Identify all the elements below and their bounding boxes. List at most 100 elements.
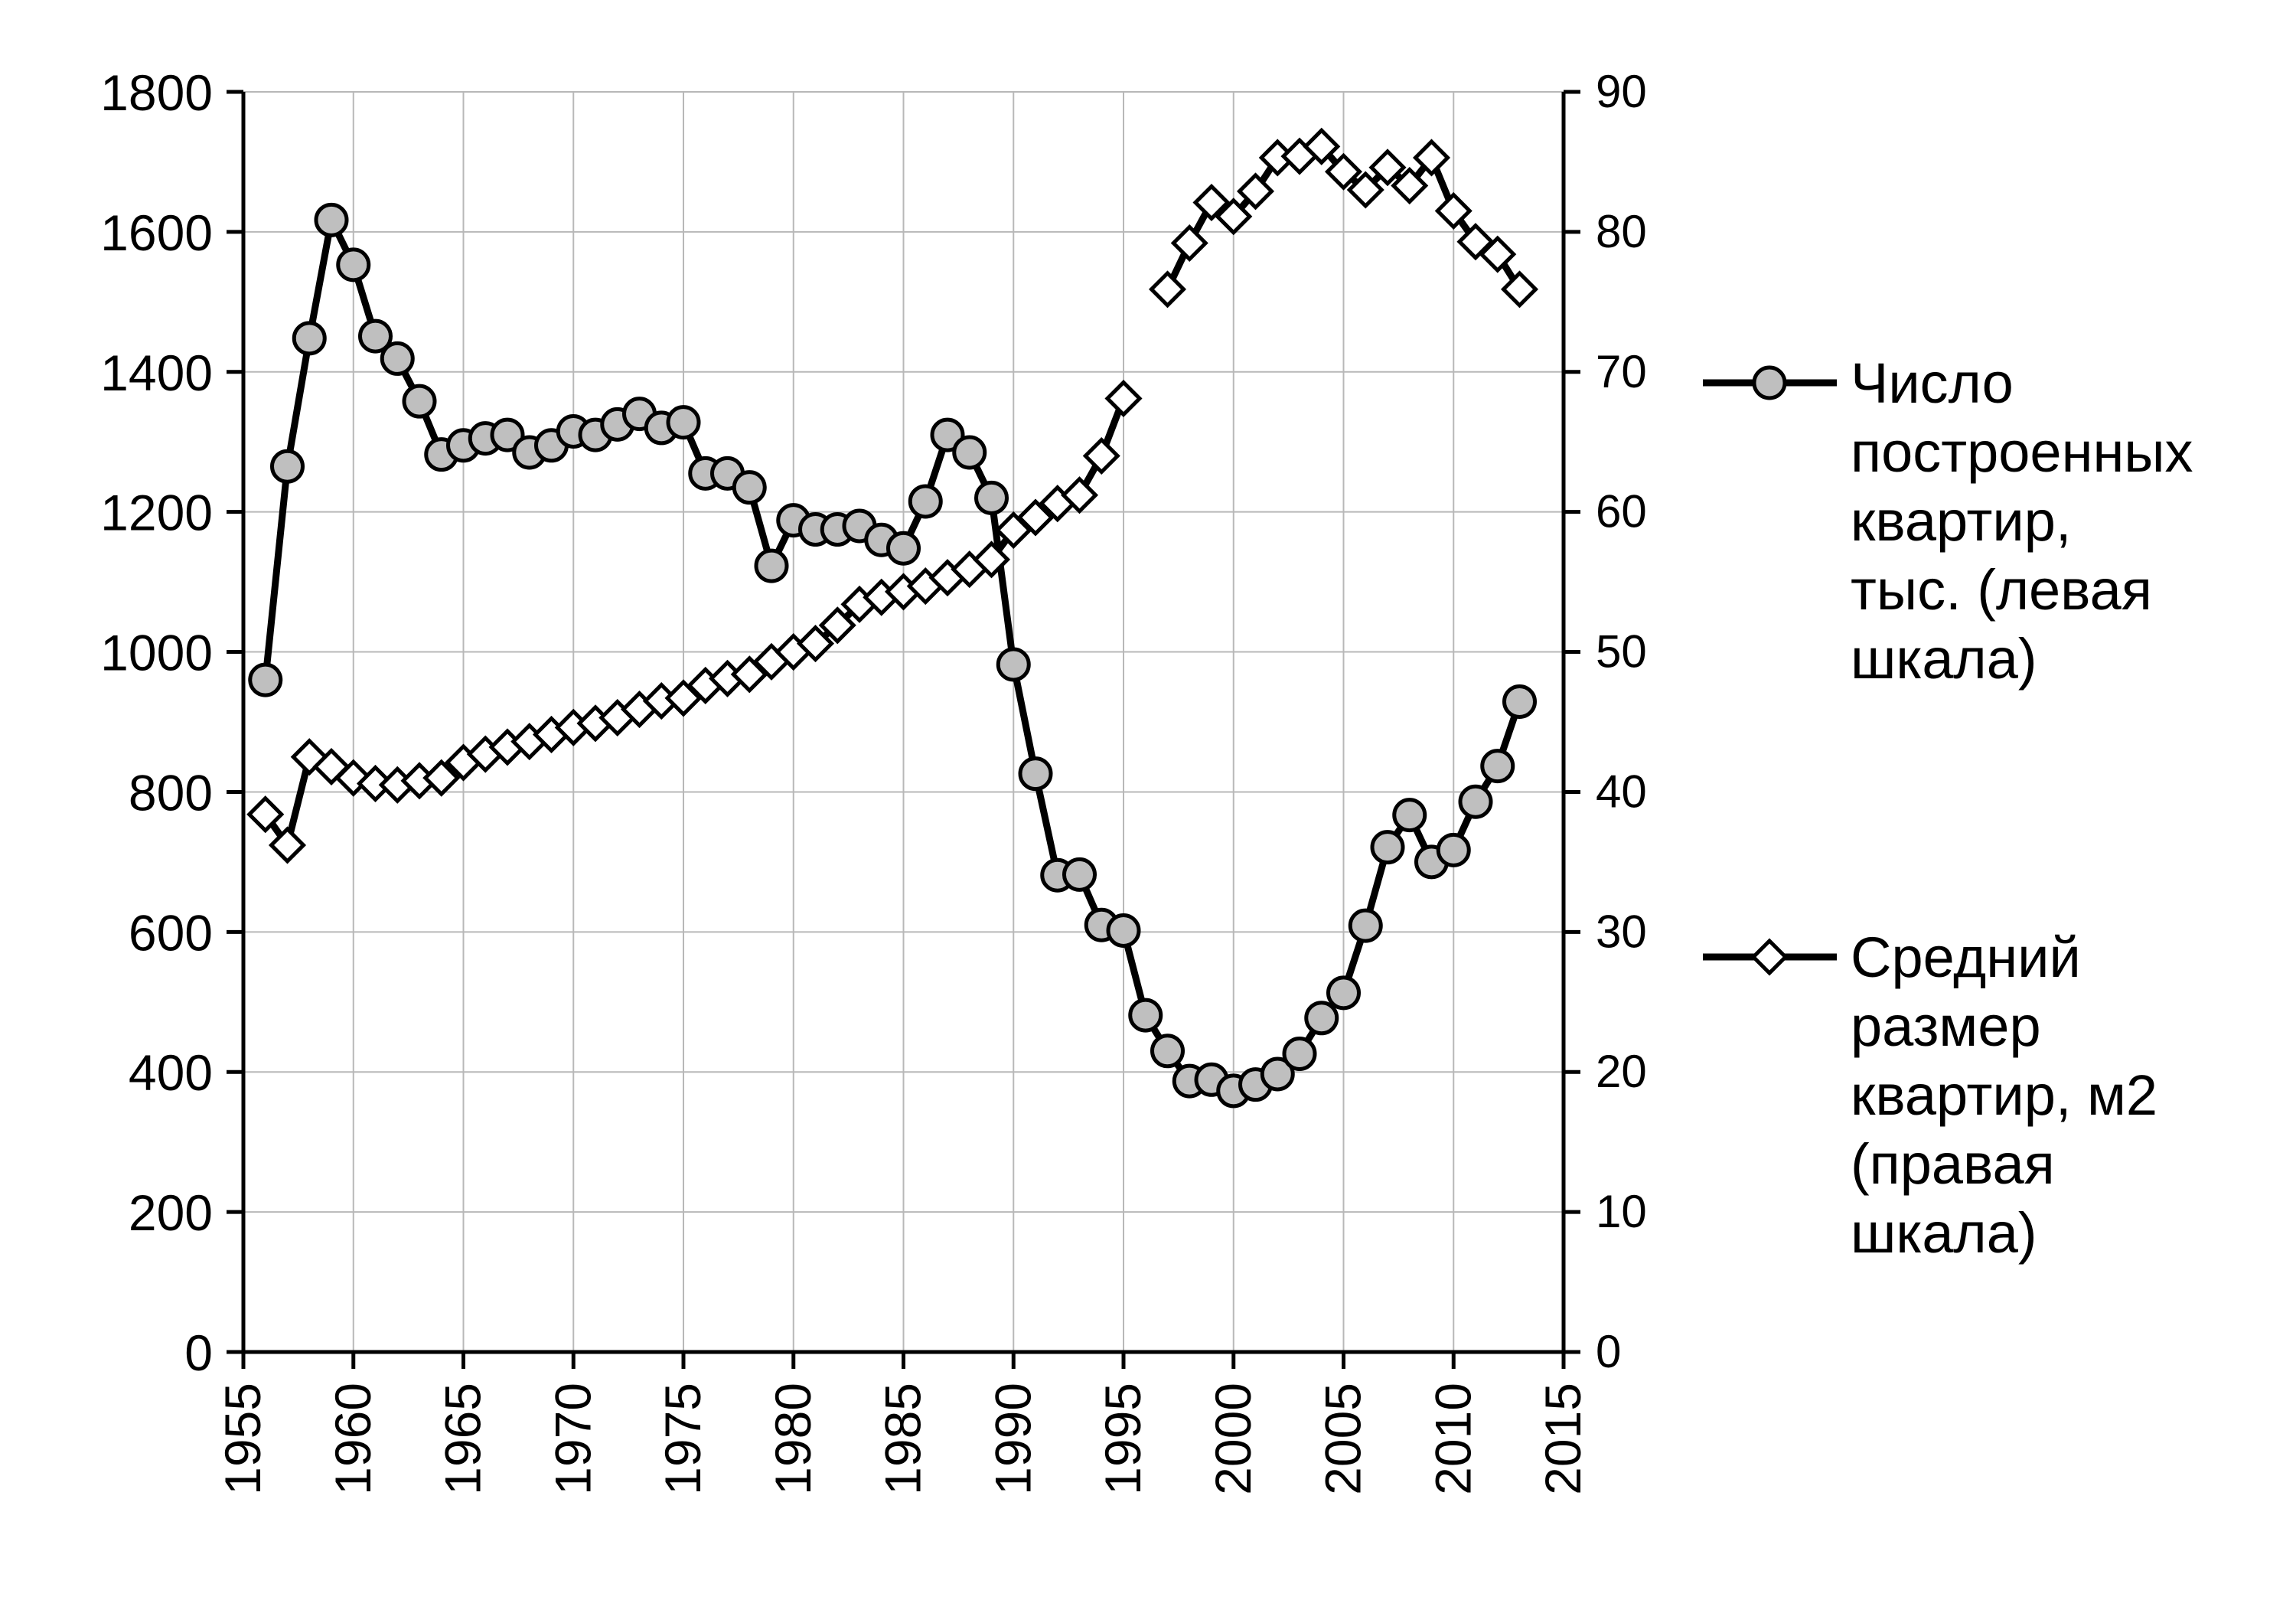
data-point-diamond <box>1346 171 1384 209</box>
data-point-circle <box>314 202 349 237</box>
x-tick-label: 1955 <box>214 1383 271 1495</box>
data-point-circle <box>358 318 393 354</box>
data-point-diamond <box>1500 270 1539 309</box>
data-point-diamond <box>1412 139 1451 177</box>
right-tick-label: 80 <box>1596 206 1647 257</box>
data-point-circle <box>402 384 437 419</box>
data-point-diamond <box>1368 149 1407 187</box>
x-tick-label: 1985 <box>875 1383 931 1495</box>
data-point-diamond <box>1082 436 1120 475</box>
data-point-diamond <box>422 759 461 797</box>
data-point-circle <box>1502 684 1537 719</box>
data-point-diamond <box>1215 198 1253 236</box>
data-point-diamond <box>972 540 1011 579</box>
series-1 <box>248 202 1537 1109</box>
axes <box>227 90 1580 1369</box>
data-point-circle <box>1128 998 1163 1033</box>
right-tick-label: 90 <box>1596 66 1647 117</box>
tick-labels: 0 200 400 600 800 1000 1200 1400 1600 1800 0 10 20 30… <box>100 64 1647 1495</box>
legend-label-line: (правая <box>1851 1132 2055 1196</box>
left-tick-label: 600 <box>129 904 213 961</box>
left-tick-label: 1200 <box>100 485 213 541</box>
x-tick-label: 1970 <box>544 1383 601 1495</box>
data-point-circle <box>1282 1036 1317 1071</box>
legend-label-line: Средний <box>1851 926 2081 989</box>
data-point-circle <box>666 405 701 440</box>
data-point-circle <box>996 647 1031 682</box>
legend-label-line: квартир, <box>1851 489 2071 553</box>
x-tick-label: 2010 <box>1424 1383 1481 1495</box>
data-point-diamond <box>1192 183 1231 222</box>
right-tick-label: 50 <box>1596 626 1647 678</box>
data-point-diamond <box>1434 191 1473 230</box>
left-tick-label: 1800 <box>100 64 213 121</box>
x-tick-label: 2015 <box>1534 1383 1591 1495</box>
x-tick-label: 2005 <box>1315 1383 1371 1495</box>
data-point-diamond <box>1170 224 1208 263</box>
data-point-circle <box>380 341 415 376</box>
right-tick-label: 40 <box>1596 766 1647 817</box>
data-point-diamond <box>1148 270 1187 309</box>
data-point-circle <box>1392 798 1427 833</box>
data-point-circle <box>1348 908 1383 943</box>
data-point-diamond <box>1016 498 1055 537</box>
data-point-circle <box>1150 1034 1185 1069</box>
legend-label-line: Число <box>1851 351 2014 415</box>
x-tick-label: 1990 <box>984 1383 1041 1495</box>
data-point-circle <box>1106 913 1141 949</box>
left-tick-label: 800 <box>129 764 213 821</box>
data-point-circle <box>1326 975 1361 1011</box>
data-point-diamond <box>1104 379 1143 418</box>
data-point-circle <box>732 470 767 505</box>
data-point-diamond <box>1303 127 1341 165</box>
data-point-circle <box>1018 756 1053 792</box>
x-tick-label: 1975 <box>654 1383 711 1495</box>
x-tick-label: 2000 <box>1205 1383 1261 1495</box>
x-tick-label: 1995 <box>1094 1383 1151 1495</box>
data-point-circle <box>974 480 1009 515</box>
data-point-circle <box>886 531 921 566</box>
data-point-circle <box>1062 857 1097 892</box>
data-point-circle <box>1752 365 1787 400</box>
data-point-diamond <box>1324 152 1363 191</box>
legend-label-line: шкала) <box>1851 627 2037 691</box>
left-tick-label: 400 <box>129 1044 213 1101</box>
data-point-circle <box>490 417 525 452</box>
right-tick-label: 0 <box>1596 1326 1621 1377</box>
legend-label-line: построенных <box>1851 420 2193 484</box>
data-point-circle <box>1304 1001 1339 1036</box>
data-point-circle <box>1458 784 1493 819</box>
data-point-circle <box>1436 832 1471 867</box>
right-tick-label: 30 <box>1596 906 1647 957</box>
legend-label-line: шкала) <box>1851 1201 2037 1265</box>
data-point-circle <box>292 321 327 356</box>
legend-label-line: квартир, м2 <box>1851 1063 2157 1127</box>
data-point-diamond <box>1479 235 1517 273</box>
data-point-diamond <box>1060 476 1099 514</box>
data-point-diamond <box>1236 172 1275 211</box>
left-tick-label: 0 <box>184 1324 213 1381</box>
data-point-circle <box>930 417 965 452</box>
series-2 <box>246 127 1539 864</box>
data-point-circle <box>1480 749 1515 784</box>
data-point-circle <box>1370 830 1405 865</box>
left-tick-label: 1400 <box>100 345 213 401</box>
left-tick-label: 1600 <box>100 204 213 261</box>
data-point-circle <box>908 484 943 519</box>
legend-label-line: тыс. (левая <box>1851 558 2152 622</box>
left-tick-label: 200 <box>129 1184 213 1241</box>
data-point-diamond <box>1750 938 1789 976</box>
right-tick-label: 70 <box>1596 346 1647 397</box>
series-line <box>262 216 1523 1095</box>
data-point-circle <box>248 662 283 697</box>
data-point-circle <box>952 435 987 470</box>
data-point-circle <box>1260 1056 1295 1092</box>
right-tick-label: 20 <box>1596 1046 1647 1097</box>
data-point-diamond <box>796 625 835 663</box>
data-point-diamond <box>246 795 285 834</box>
data-point-diamond <box>1391 167 1429 205</box>
data-point-diamond <box>818 606 856 645</box>
